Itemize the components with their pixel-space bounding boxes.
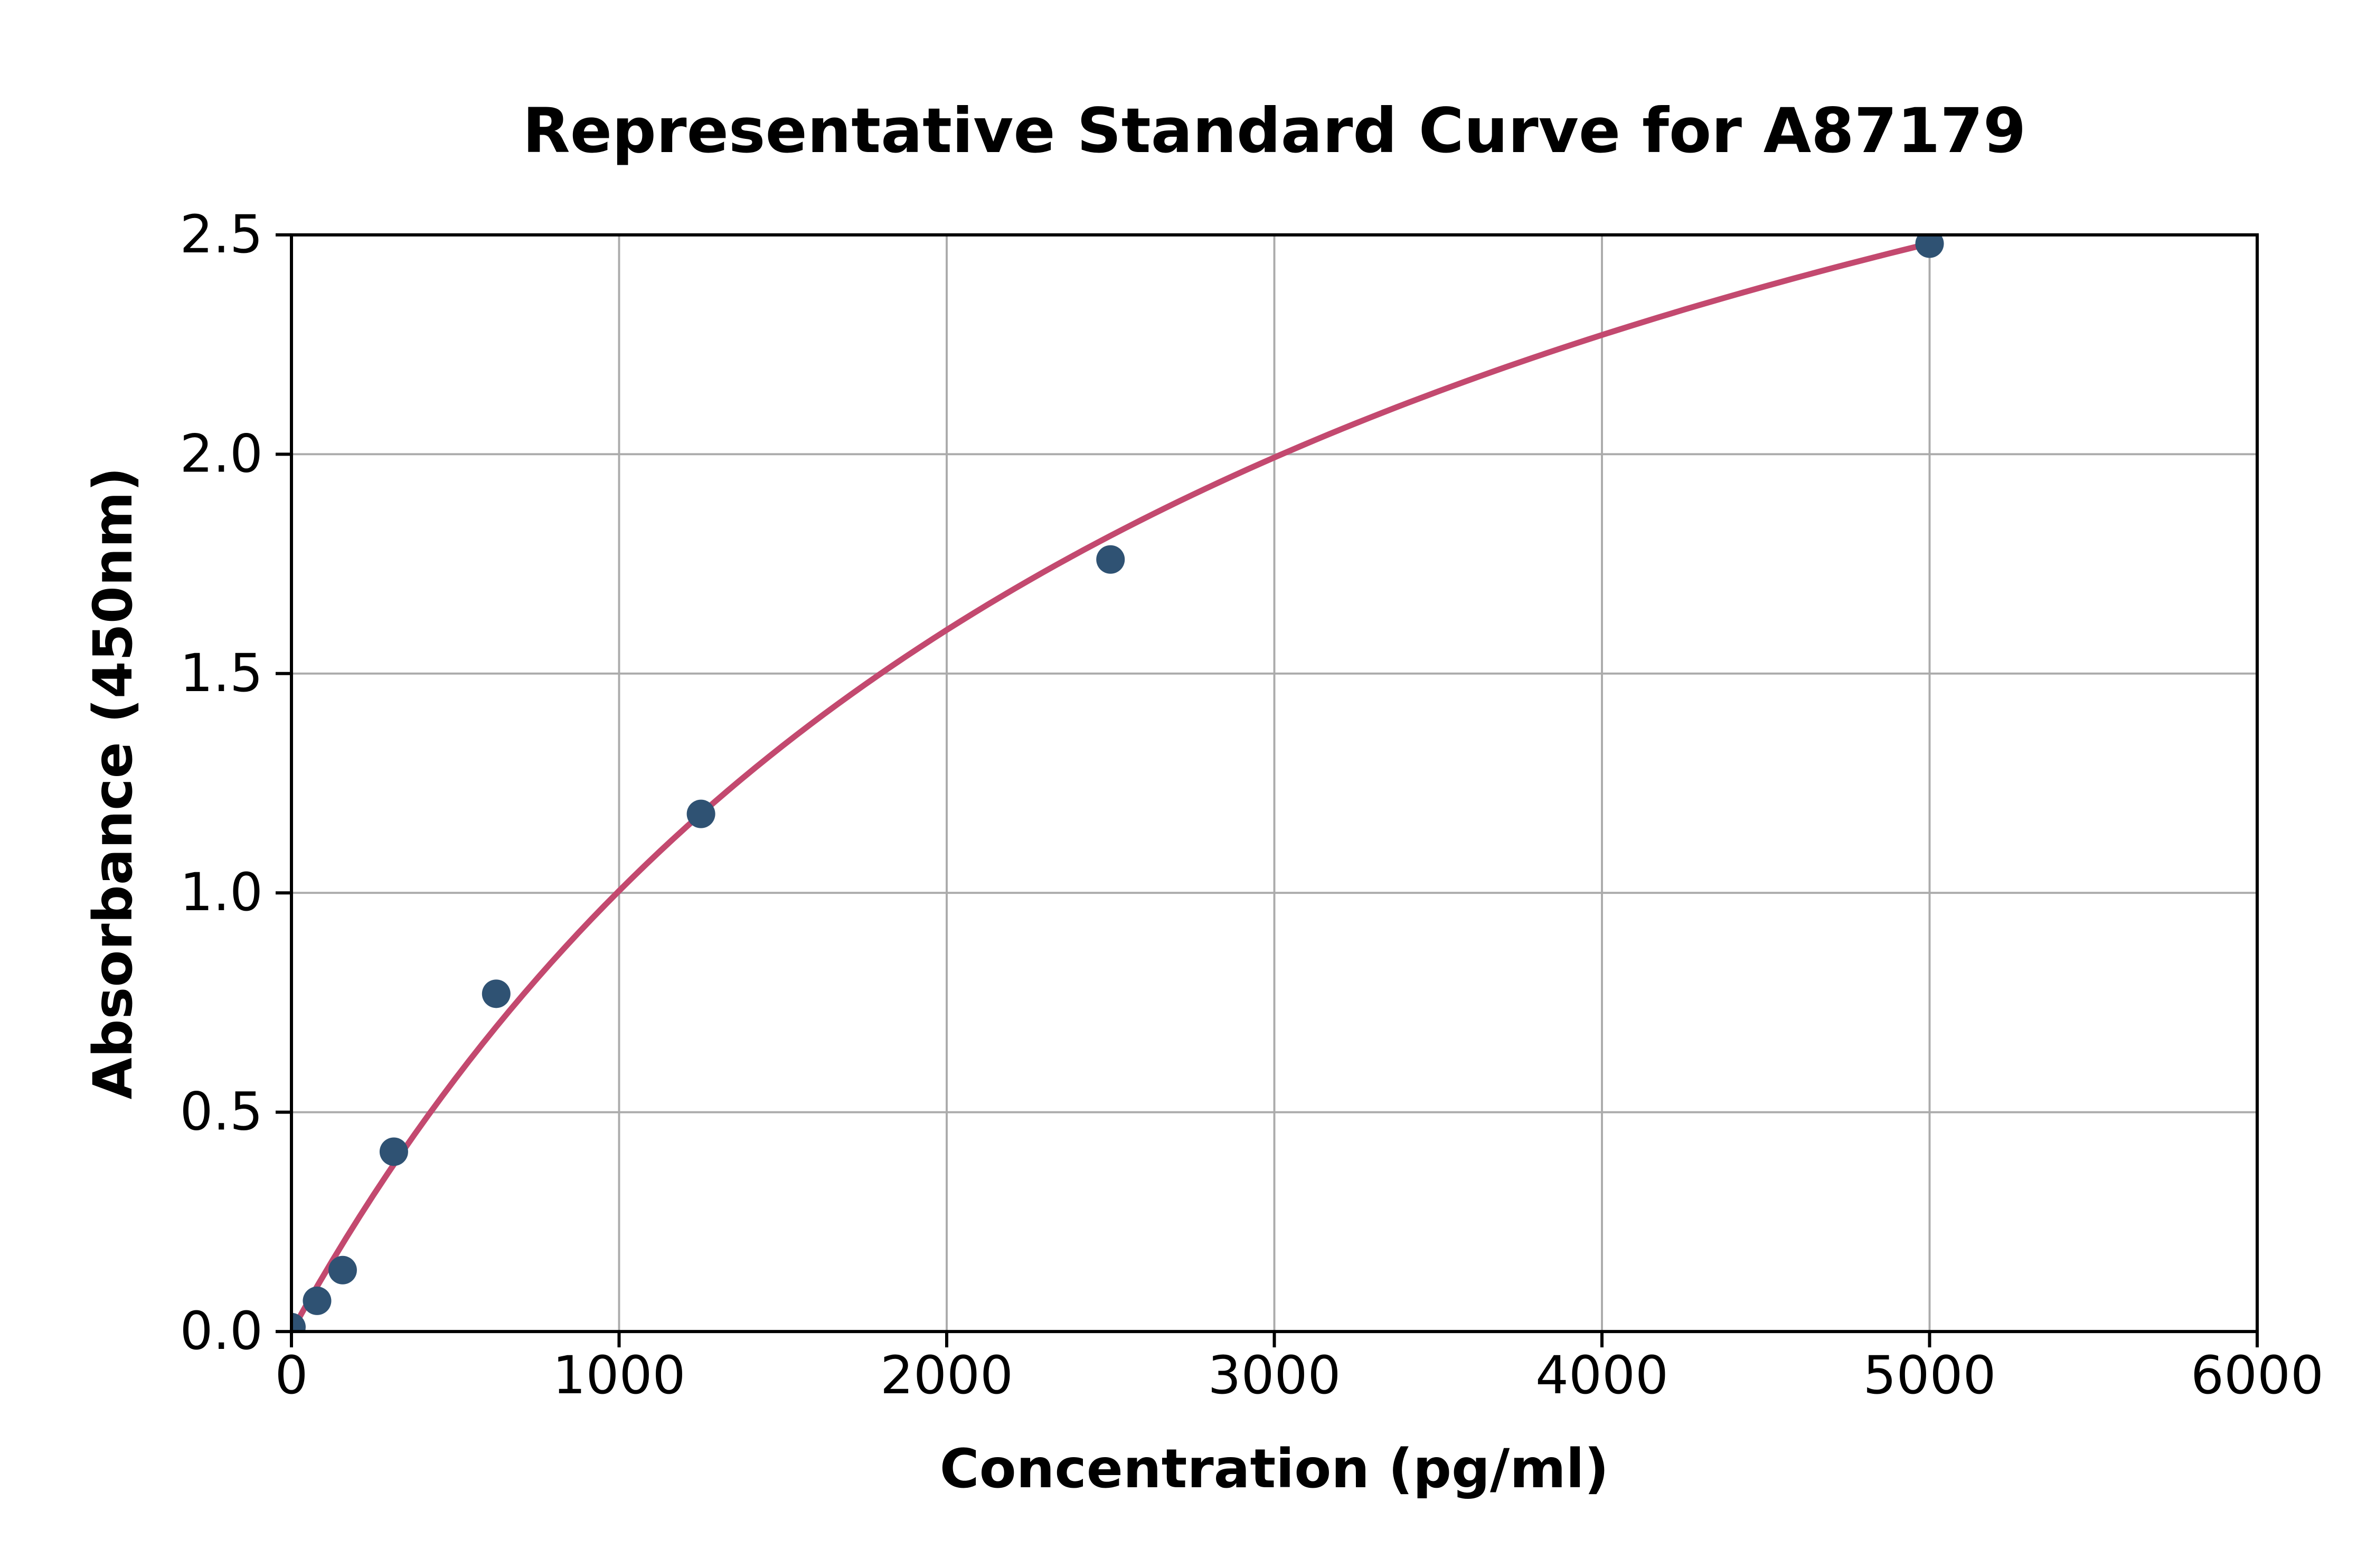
data-point (1096, 545, 1125, 574)
data-point (328, 1255, 357, 1284)
y-tick-label: 0.0 (180, 1301, 263, 1362)
y-tick-label: 2.0 (180, 423, 263, 484)
x-tick-label: 4000 (1535, 1345, 1668, 1406)
data-point (686, 799, 715, 828)
x-tick-label: 0 (275, 1345, 308, 1406)
fit-curve-line (291, 240, 1933, 1332)
data-point (291, 1312, 306, 1332)
x-tick-label: 2000 (880, 1345, 1013, 1406)
data-point (482, 979, 511, 1008)
y-tick-label: 0.5 (180, 1082, 263, 1142)
x-tick-label: 6000 (2191, 1345, 2324, 1406)
y-axis-label: Absorbance (450nm) (82, 467, 145, 1100)
data-points-layer (291, 234, 1944, 1332)
data-point (303, 1286, 332, 1315)
x-tick-label: 5000 (1863, 1345, 1996, 1406)
chart-title: Representative Standard Curve for A87179 (523, 95, 2026, 167)
gridlines (291, 234, 2257, 1332)
y-tick-label: 1.0 (180, 862, 263, 923)
x-axis-label: Concentration (pg/ml) (940, 1438, 1609, 1500)
y-tick-label: 1.5 (180, 643, 263, 704)
axis-ticks-layer (276, 233, 2259, 1348)
fit-curve-layer (291, 240, 1933, 1332)
data-point (1915, 234, 1944, 258)
x-tick-label: 3000 (1208, 1345, 1341, 1406)
tick-labels-layer: 0 1000 2000 3000 4000 5000 6000 0.0 0.5 1.0 1.5 2.0… (180, 204, 2324, 1406)
y-tick-label: 2.5 (180, 204, 263, 265)
data-point (379, 1137, 408, 1166)
x-tick-label: 1000 (553, 1345, 686, 1406)
